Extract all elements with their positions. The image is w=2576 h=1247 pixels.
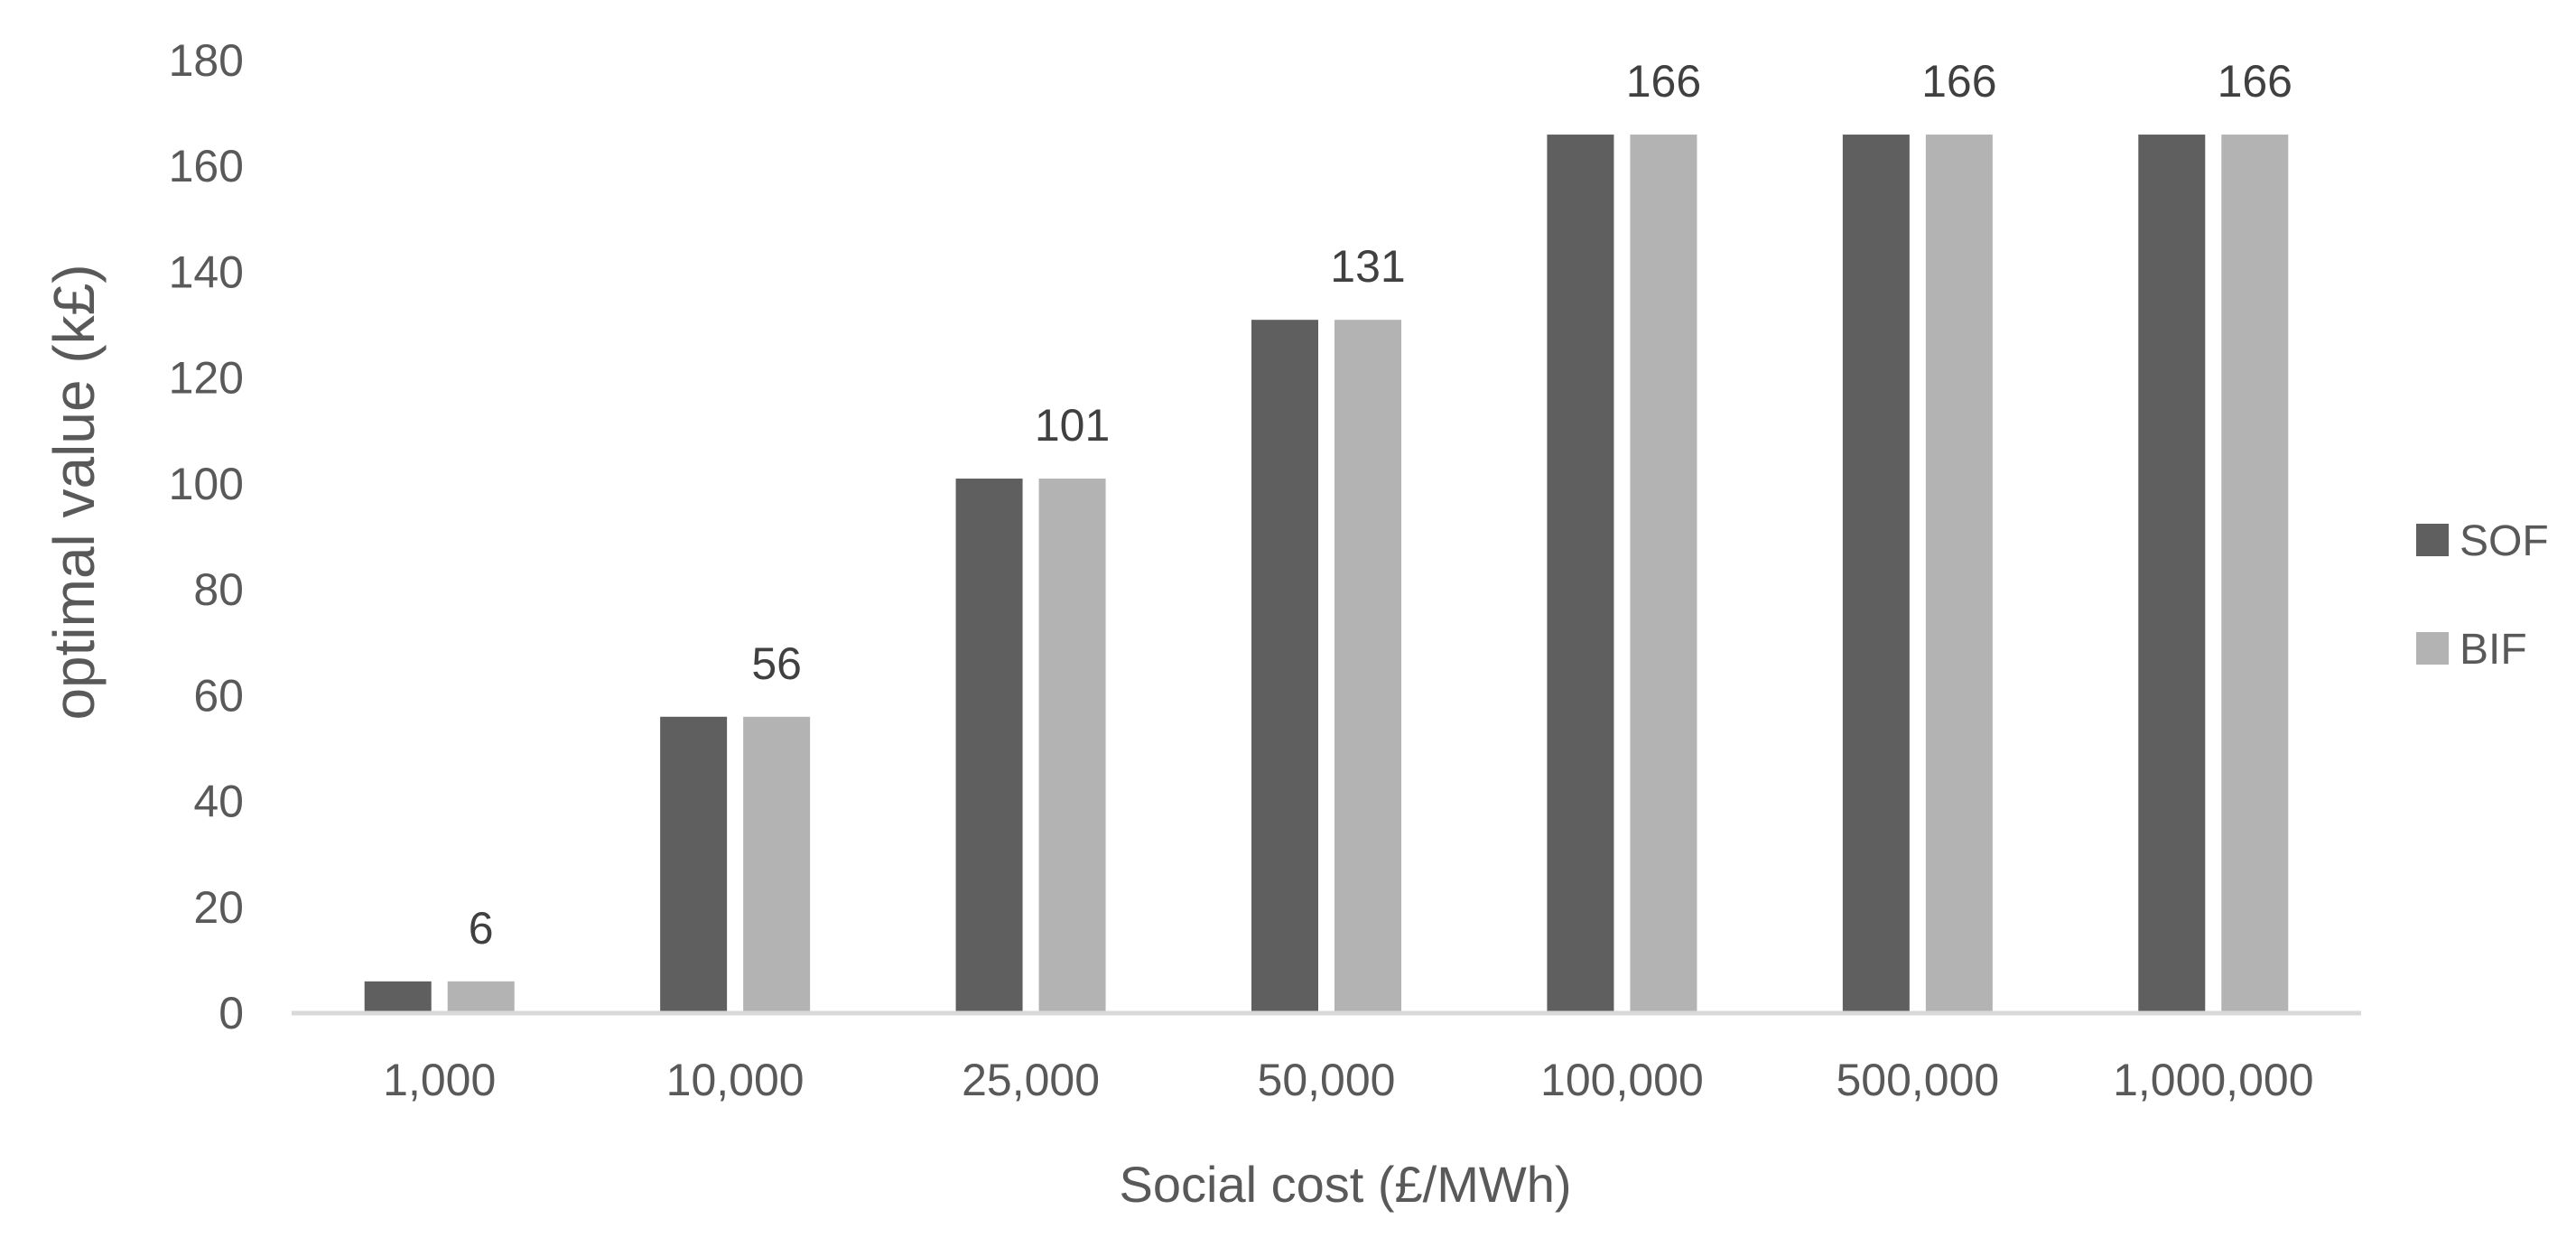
- data-label: 166: [1921, 56, 1996, 107]
- data-label: 56: [751, 638, 802, 689]
- legend: SOF BIF: [2416, 517, 2549, 674]
- y-tick-label: 140: [169, 247, 244, 297]
- y-axis-title: optimal value (k£): [42, 264, 107, 720]
- bar-sof: [955, 479, 1023, 1013]
- bar-sof: [2138, 135, 2206, 1014]
- data-label: 131: [1330, 241, 1405, 292]
- x-axis-title: Social cost (£/MWh): [1120, 1156, 1572, 1213]
- x-tick-label: 500,000: [1836, 1055, 1999, 1105]
- bar-sof: [1842, 135, 1910, 1014]
- bars-group: [364, 135, 2289, 1014]
- legend-label-sof: SOF: [2460, 517, 2549, 565]
- bar-bif: [1630, 135, 1697, 1014]
- bar-sof: [364, 981, 432, 1013]
- y-tick-label: 60: [193, 670, 244, 721]
- x-tick-label: 1,000,000: [2113, 1055, 2313, 1105]
- bar-bif: [2221, 135, 2289, 1014]
- data-label: 166: [2218, 56, 2292, 107]
- y-tick-label: 160: [169, 141, 244, 191]
- data-label: 6: [469, 903, 494, 954]
- legend-swatch-sof: [2416, 524, 2449, 556]
- y-tick-label: 40: [193, 777, 244, 827]
- bar-sof: [660, 716, 728, 1013]
- data-label: 101: [1035, 400, 1110, 451]
- x-tick-label: 50,000: [1258, 1055, 1396, 1105]
- x-tick-label: 25,000: [962, 1055, 1100, 1105]
- data-label: 166: [1626, 56, 1701, 107]
- bar-sof: [1251, 320, 1318, 1013]
- bar-bif: [1925, 135, 1993, 1014]
- x-tick-label: 100,000: [1540, 1055, 1704, 1105]
- bar-bif: [1334, 320, 1401, 1013]
- y-tick-label: 20: [193, 882, 244, 933]
- bar-bif: [1038, 479, 1106, 1013]
- y-tick-label: 100: [169, 459, 244, 509]
- y-tick-label: 80: [193, 564, 244, 615]
- x-axis-ticks: 1,000 10,000 25,000 50,000 100,000 500,000 1,0…: [383, 1055, 2313, 1105]
- bar-bif: [743, 716, 811, 1013]
- bar-sof: [1547, 135, 1614, 1014]
- data-labels-group: 6 56 101 131 166 166 166: [469, 56, 2292, 954]
- x-tick-label: 1,000: [383, 1055, 496, 1105]
- legend-swatch-bif: [2416, 632, 2449, 665]
- y-tick-label: 120: [169, 353, 244, 404]
- y-axis-ticks: 0 20 40 60 80 100 120 140 160 180: [169, 35, 244, 1038]
- y-tick-label: 180: [169, 35, 244, 86]
- x-tick-label: 10,000: [666, 1055, 804, 1105]
- bar-bif: [447, 981, 515, 1013]
- legend-label-bif: BIF: [2460, 626, 2527, 674]
- y-tick-label: 0: [219, 988, 244, 1038]
